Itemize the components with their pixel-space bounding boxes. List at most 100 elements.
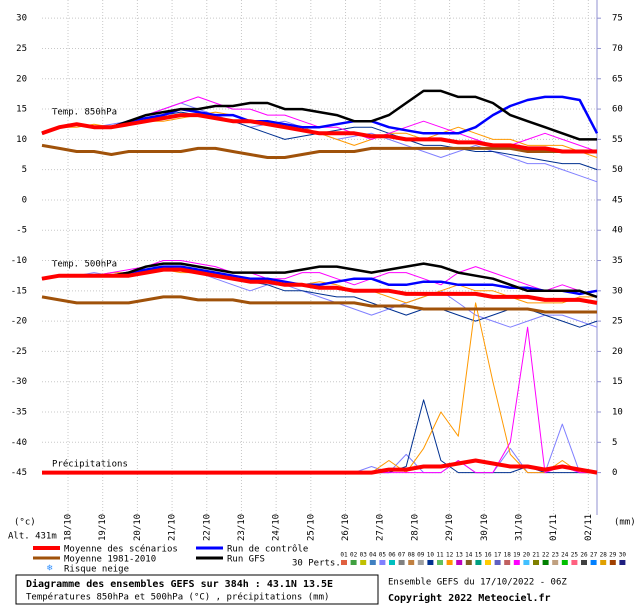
perturbation-swatch xyxy=(350,560,357,565)
y-tick-label: 0 xyxy=(22,195,27,205)
perturbation-number: 23 xyxy=(552,552,560,559)
y-tick-label: 5 xyxy=(22,165,27,175)
series-line xyxy=(41,113,597,154)
perturbation-swatch xyxy=(494,560,501,565)
panel-label: Temp. 850hPa xyxy=(52,108,117,118)
perturbation-number: 24 xyxy=(561,552,569,559)
y2-tick-label: 60 xyxy=(612,105,623,115)
perturbation-swatch xyxy=(389,560,395,565)
y2-tick-label: 70 xyxy=(612,44,623,54)
perturbation-number: 19 xyxy=(513,552,521,559)
footer-subtitle: Températures 850hPa et 500hPa (°C) , pré… xyxy=(26,592,329,603)
perturbation-swatch xyxy=(542,560,549,565)
y2-tick-label: 5 xyxy=(612,438,617,448)
y-tick-label: 30 xyxy=(16,14,27,24)
perturbation-swatch xyxy=(609,560,616,565)
perturbation-number: 30 xyxy=(619,552,627,559)
y2-tick-label: 55 xyxy=(612,135,623,145)
series-line xyxy=(41,143,597,159)
perturbation-number: 25 xyxy=(571,552,579,559)
perturbation-swatch xyxy=(446,560,453,565)
y-tick-label: 15 xyxy=(16,105,27,115)
perturbation-swatch xyxy=(398,560,405,565)
perturbation-swatch xyxy=(456,560,463,565)
perturbation-swatch xyxy=(408,560,415,565)
y2-tick-label: 20 xyxy=(612,347,623,357)
legend-label: Run GFS xyxy=(227,555,265,565)
y-tick-label: 25 xyxy=(16,44,27,54)
perturbation-swatch xyxy=(523,560,530,565)
series-line xyxy=(41,267,598,305)
legend-label: Risque neige xyxy=(64,565,129,575)
perturbation-swatch xyxy=(552,560,559,565)
perturbation-number: 10 xyxy=(427,552,435,559)
perturbation-swatch xyxy=(360,560,367,565)
y2-tick-label: 40 xyxy=(612,226,623,236)
perturbation-swatch xyxy=(600,560,607,565)
perturbation-number: 26 xyxy=(580,552,588,559)
perturbation-number: 16 xyxy=(484,552,492,559)
footer-box xyxy=(15,574,379,605)
legend-label: Run de contrôle xyxy=(227,544,308,555)
perturbation-number: 08 xyxy=(408,552,416,559)
perturbation-swatch xyxy=(571,560,578,565)
y-tick-label: -15 xyxy=(11,286,27,296)
x-tick-label: 18/10 xyxy=(64,514,74,541)
legend-label: Moyenne des scénarios xyxy=(64,544,178,555)
perturbation-number: 04 xyxy=(369,552,377,559)
perturbation-swatch xyxy=(437,560,443,565)
x-tick-label: 24/10 xyxy=(272,514,282,541)
footer-copyright: Copyright 2022 Meteociel.fr xyxy=(388,592,551,604)
altitude-label: Alt. 431m xyxy=(8,532,57,542)
y2-tick-label: 50 xyxy=(612,165,623,175)
perturbation-swatch xyxy=(427,560,434,565)
perturbation-swatch xyxy=(590,560,597,565)
perturbation-swatch xyxy=(465,560,472,565)
y-tick-label: -40 xyxy=(11,438,27,448)
perturbation-swatch xyxy=(417,560,424,565)
perturbation-number: 27 xyxy=(590,552,598,559)
y2-tick-label: 45 xyxy=(612,195,623,205)
y2-tick-label: 75 xyxy=(612,14,623,24)
perturbation-number: 09 xyxy=(417,552,425,559)
y2-tick-label: 30 xyxy=(612,286,623,296)
panel-label: Temp. 500hPa xyxy=(52,260,117,270)
y2-tick-label: 35 xyxy=(612,256,623,266)
perturbation-swatch xyxy=(581,560,587,565)
x-tick-label: 25/10 xyxy=(306,514,316,541)
perturbation-swatch xyxy=(485,560,491,565)
y-tick-label: 20 xyxy=(16,74,27,84)
footer-run: Ensemble GEFS du 17/10/2022 - 06Z xyxy=(388,578,567,588)
perturbation-number: 20 xyxy=(523,552,531,559)
series-line xyxy=(41,295,597,314)
perturbation-swatch xyxy=(513,560,520,565)
y-tick-label: -35 xyxy=(11,408,27,418)
x-tick-label: 27/10 xyxy=(376,514,386,541)
y-tick-label: -30 xyxy=(11,377,27,387)
perturbation-number: 21 xyxy=(532,552,540,559)
perturbation-number: 18 xyxy=(504,552,512,559)
perturbation-swatch xyxy=(379,560,386,565)
legend-label: Moyenne 1981-2010 xyxy=(64,555,156,565)
y2-tick-label: 10 xyxy=(612,408,623,418)
perturbation-swatch xyxy=(475,560,482,565)
x-tick-label: 20/10 xyxy=(133,514,143,541)
footer-title: Diagramme des ensembles GEFS sur 384h : … xyxy=(26,578,333,590)
perturbation-number: 06 xyxy=(388,552,396,559)
perturbation-number: 14 xyxy=(465,552,473,559)
y-tick-label: -45 xyxy=(11,468,27,478)
perturbation-number: 03 xyxy=(360,552,368,559)
y2-tick-label: 25 xyxy=(612,317,623,327)
perturbation-number: 29 xyxy=(609,552,617,559)
perturbation-number: 28 xyxy=(600,552,608,559)
panel-label: Précipitations xyxy=(52,459,128,470)
perturbation-number: 13 xyxy=(456,552,464,559)
snow-icon: ❄ xyxy=(47,564,53,574)
y2-tick-label: 65 xyxy=(612,74,623,84)
x-tick-label: 19/10 xyxy=(98,514,108,541)
x-tick-label: 21/10 xyxy=(168,514,178,541)
y-tick-label: -10 xyxy=(11,256,27,266)
perturbation-swatch xyxy=(619,560,626,565)
